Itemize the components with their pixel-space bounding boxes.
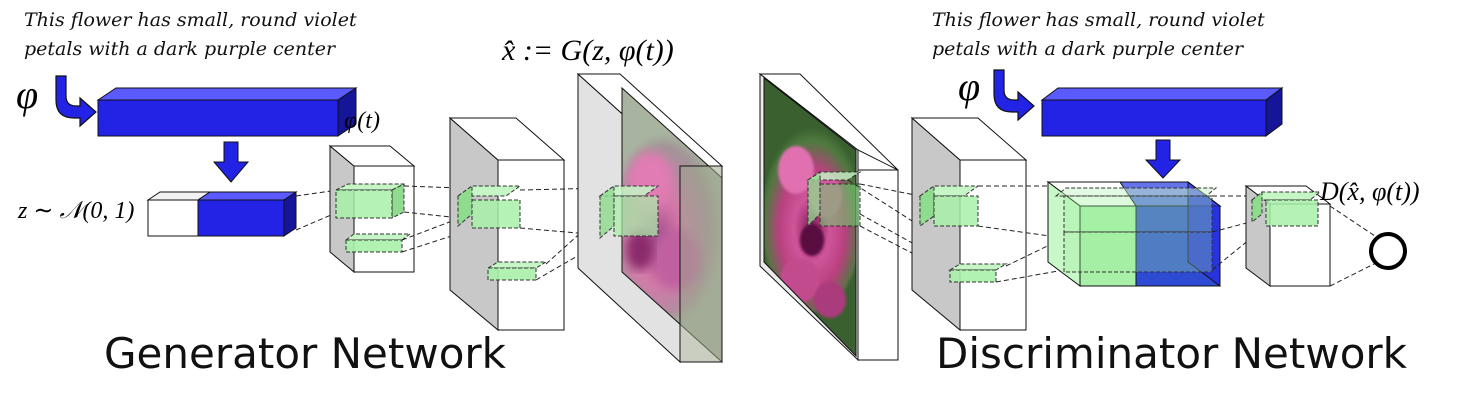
generator-phi-symbol: φ [16,72,38,117]
discriminator-caption-line1: This flower has small, round violet [932,9,1265,31]
discriminator-layer-1 [910,116,1028,332]
down-arrow-icon [212,141,250,183]
feature-patch [1054,187,1218,273]
feature-patch [598,185,660,240]
discriminator-section: This flower has small, round violet peta… [758,9,1420,378]
generated-image-label: x̂ := G(z, φ(t)) [501,34,674,67]
discriminator-network-title: Discriminator Network [936,329,1408,378]
latent-concat-bar [146,191,298,237]
generator-network-title: Generator Network [104,329,507,378]
feature-patch [486,261,548,281]
input-image-volume [758,72,899,362]
concatenated-feature-volume [1046,181,1222,287]
discriminator-phi-symbol: φ [958,64,980,109]
phi-t-label: φ(t) [344,108,380,134]
generator-caption-line1: This flower has small, round violet [24,9,357,31]
generator-layer-1 [328,144,416,274]
generator-section: This flower has small, round violet peta… [16,9,724,378]
feature-patch [456,185,522,229]
feature-patch [335,183,405,219]
feature-patch [1250,190,1322,227]
feature-patch [806,171,862,228]
feature-patch [918,185,980,227]
feature-patch [344,233,412,253]
discriminator-output-label: D(x̂, φ(t)) [1319,177,1420,206]
generated-image-volume [576,72,724,364]
feature-patch [948,263,1008,283]
discriminator-caption-line2: petals with a dark purple center [932,38,1245,60]
generator-caption-line2: petals with a dark purple center [24,38,337,60]
text-embedding-bar [96,87,358,137]
down-arrow-icon [1144,139,1182,179]
discriminator-layer-final [1244,185,1332,287]
noise-distribution-label: z ∼ 𝒩(0, 1) [17,198,134,224]
text-embedding-bar [1040,87,1284,137]
curved-down-right-arrow-icon [993,69,1035,122]
curved-down-right-arrow-icon [55,75,97,128]
circle-node-icon [1369,232,1407,270]
generator-layer-2 [448,116,566,332]
